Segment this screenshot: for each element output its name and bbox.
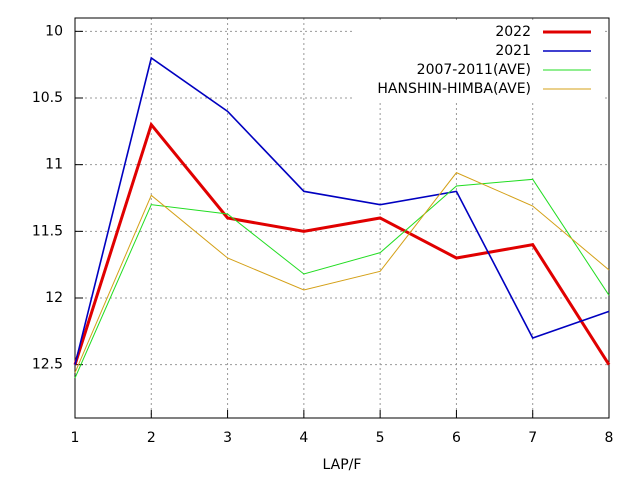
y-tick-label: 10 xyxy=(45,23,63,39)
x-tick-label: 5 xyxy=(376,430,385,446)
legend-label: HANSHIN-HIMBA(AVE) xyxy=(377,81,531,97)
series-line xyxy=(74,56,610,365)
y-tick-label: 12.5 xyxy=(32,357,63,373)
x-axis-label: LAP/F xyxy=(323,457,362,473)
legend-label: 2021 xyxy=(495,43,531,59)
x-tick-label: 7 xyxy=(528,430,537,446)
plot-frame xyxy=(74,17,610,419)
legend-label: 2022 xyxy=(495,24,531,40)
x-tick-label: 8 xyxy=(605,430,614,446)
legend-label: 2007-2011(AVE) xyxy=(417,62,531,78)
x-tick-label: 3 xyxy=(223,430,232,446)
y-tick-label: 11.5 xyxy=(32,223,63,239)
y-tick-label: 11 xyxy=(45,157,63,173)
x-tick-label: 6 xyxy=(452,430,461,446)
x-tick-label: 1 xyxy=(71,430,80,446)
x-tick-label: 4 xyxy=(299,430,308,446)
y-tick-label: 12 xyxy=(45,290,63,306)
x-tick-label: 2 xyxy=(147,430,156,446)
series-line xyxy=(73,121,611,366)
series-line xyxy=(74,172,610,373)
y-tick-label: 10.5 xyxy=(32,90,63,106)
